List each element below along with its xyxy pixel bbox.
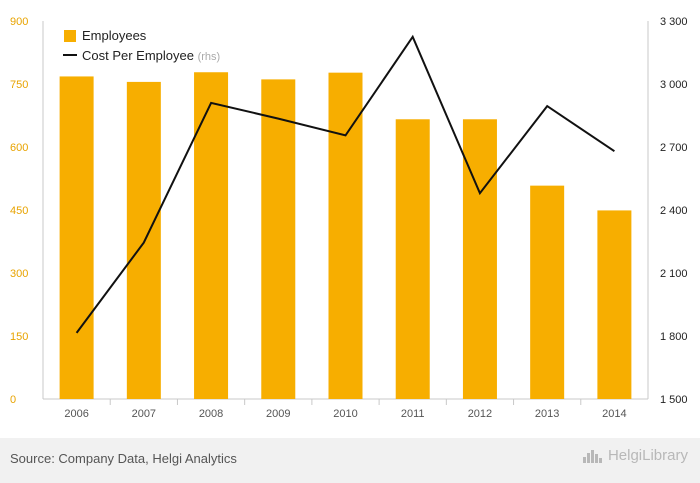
y-right-tick-label: 3 000 [660, 79, 688, 91]
line-series-cost-per-employee [75, 34, 615, 334]
x-tick-label: 2011 [401, 408, 425, 420]
y-right-tick-label: 1 800 [660, 331, 688, 343]
bar-employees [597, 210, 632, 399]
x-tick-label: 2013 [535, 408, 559, 420]
y-left-tick-label: 750 [10, 79, 28, 91]
bar-employees [328, 72, 363, 399]
brand-name: HelgiLibrary [607, 447, 688, 464]
y-right-tick-label: 3 300 [660, 16, 688, 28]
bar-employees [261, 79, 296, 399]
x-tick-label: 2007 [132, 408, 156, 420]
x-tick-label: 2008 [199, 408, 223, 420]
legend-rhs-suffix: (rhs) [198, 51, 221, 63]
legend-swatch-employees [64, 30, 76, 42]
bar-employees [395, 119, 430, 399]
chart-legend: Employees Cost Per Employee (rhs) [63, 28, 220, 63]
y-left-tick-label: 0 [10, 394, 16, 406]
legend-label-employees: Employees [82, 28, 147, 43]
y-right-tick-label: 2 100 [660, 268, 688, 280]
helgi-logo-icon [582, 449, 602, 463]
y-left-tick-label: 150 [10, 331, 28, 343]
y-right-tick-label: 2 700 [660, 142, 688, 154]
source-note: Source: Company Data, Helgi Analytics [10, 451, 237, 466]
x-tick-label: 2009 [266, 408, 290, 420]
y-right-tick-label: 2 400 [660, 205, 688, 217]
footer-bar: Source: Company Data, Helgi Analytics He… [0, 438, 700, 483]
y-left-tick-label: 450 [10, 205, 28, 217]
x-tick-label: 2010 [333, 408, 357, 420]
x-tick-label: 2006 [64, 408, 88, 420]
line-cost-per-employee [75, 34, 615, 334]
y-left-tick-label: 900 [10, 16, 28, 28]
bar-employees [530, 185, 565, 399]
y-right-tick-label: 1 500 [660, 394, 688, 406]
y-left-tick-label: 600 [10, 142, 28, 154]
chart-svg: 0 150 300 450 600 750 900 1 500 1 800 2 100 2 400 2… [10, 16, 688, 420]
axis-ticks: 0 150 300 450 600 750 900 1 500 1 800 2 100 2 400 2… [10, 16, 688, 420]
legend-label-cost-per-employee: Cost Per Employee (rhs) [82, 48, 220, 63]
bar-employees [59, 76, 94, 399]
bar-series-employees [59, 72, 632, 400]
bar-employees [194, 72, 229, 400]
x-tick-label: 2012 [468, 408, 492, 420]
bar-employees [462, 119, 497, 399]
x-tick-label: 2014 [602, 408, 626, 420]
brand-logo[interactable]: HelgiLibrary [582, 447, 688, 464]
y-left-tick-label: 300 [10, 268, 28, 280]
